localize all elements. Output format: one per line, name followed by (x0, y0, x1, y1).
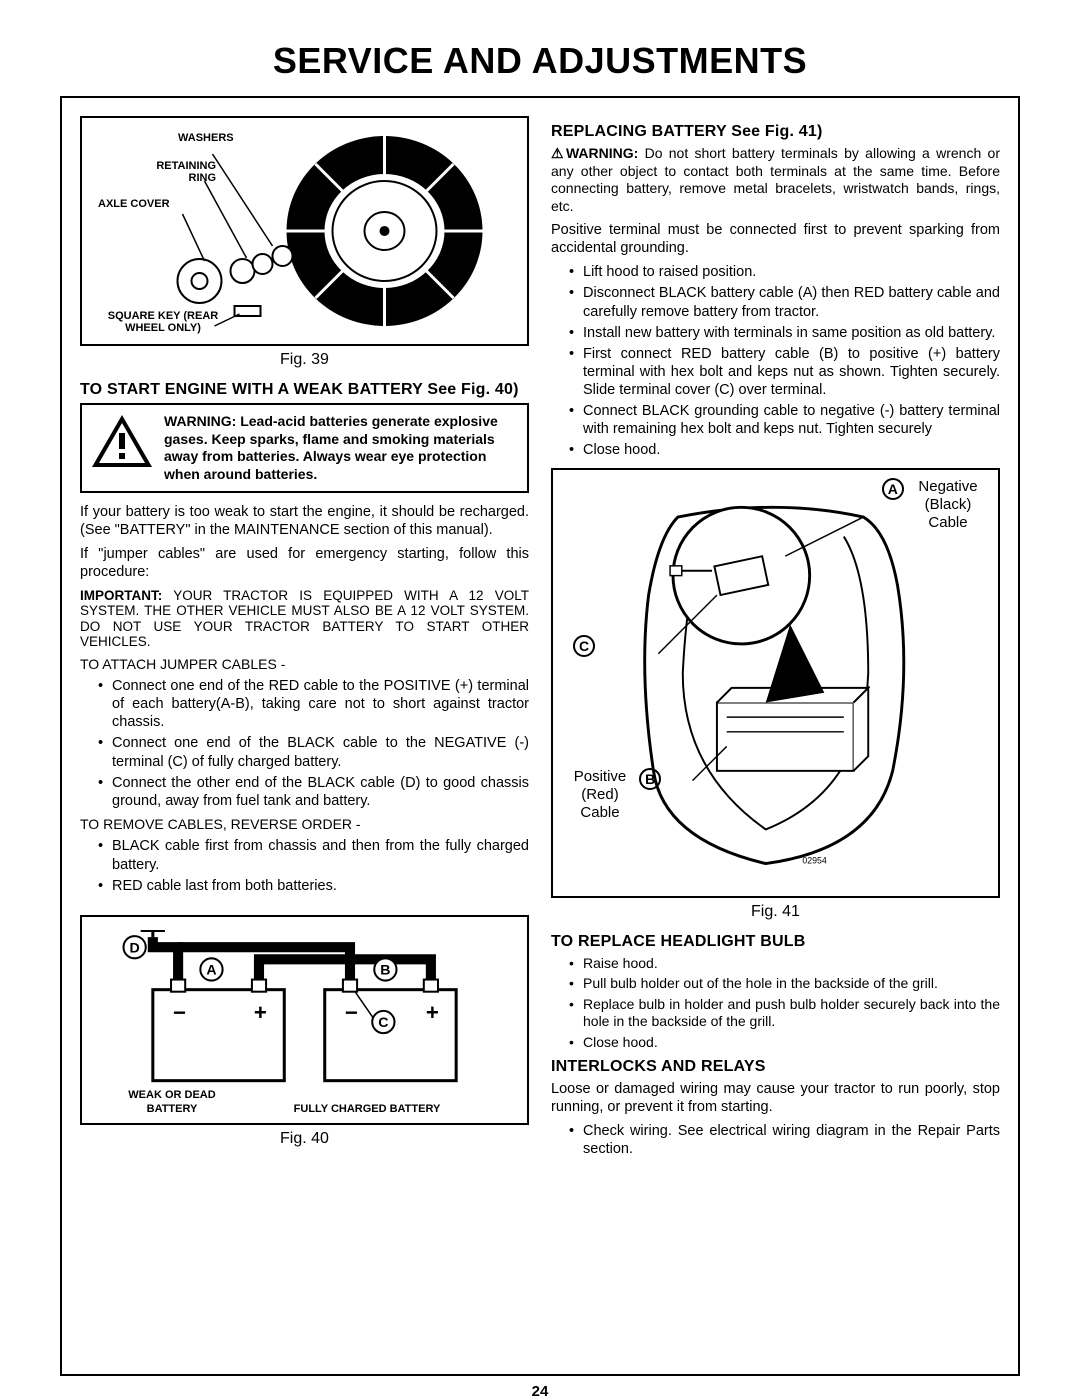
fig40-weak: WEAK OR DEAD BATTERY (102, 1089, 242, 1117)
remove-list: BLACK cable first from chassis and then … (80, 837, 529, 894)
fig39-cover: AXLE COVER (98, 198, 170, 212)
list-item: Close hood. (569, 1034, 1000, 1052)
svg-text:−: − (173, 1000, 186, 1025)
weak-battery-heading: TO START ENGINE WITH A WEAK BATTERY See … (80, 380, 529, 400)
fig39-washers: WASHERS (178, 132, 234, 146)
fig41-c-label: C (573, 635, 595, 657)
list-item: Replace bulb in holder and push bulb hol… (569, 996, 1000, 1031)
page-title: SERVICE AND ADJUSTMENTS (60, 40, 1020, 82)
list-item: Check wiring. See electrical wiring diag… (569, 1122, 1000, 1158)
svg-text:+: + (254, 1000, 267, 1025)
fig41-pos: Positive (Red) Cable B (565, 768, 661, 823)
interlocks-steps: Check wiring. See electrical wiring diag… (551, 1122, 1000, 1158)
list-item: Connect one end of the BLACK cable to th… (98, 734, 529, 770)
list-item: Connect the other end of the BLACK cable… (98, 774, 529, 810)
fig41-caption: Fig. 41 (551, 902, 1000, 922)
list-item: Install new battery with terminals in sa… (569, 324, 1000, 342)
warning-text-1: WARNING: Lead-acid batteries gen­erate e… (164, 413, 519, 483)
remove-heading: TO REMOVE CABLES, REVERSE ORDER - (80, 816, 529, 834)
list-item: RED cable last from both batteries. (98, 877, 529, 895)
attach-heading: TO ATTACH JUMPER CABLES - (80, 656, 529, 674)
list-item: Connect one end of the RED cable to the … (98, 677, 529, 731)
list-item: First connect RED battery cable (B) to p… (569, 345, 1000, 399)
fig40-caption: Fig. 40 (80, 1129, 529, 1149)
svg-text:D: D (130, 939, 140, 955)
left-column: WASHERS RETAINING RING AXLE COVER SQUARE… (80, 116, 529, 1165)
fig39-key: SQUARE KEY (REAR WHEEL ONLY) (98, 310, 228, 334)
list-item: Close hood. (569, 441, 1000, 459)
svg-text:−: − (345, 1000, 358, 1025)
fig39-caption: Fig. 39 (80, 350, 529, 370)
list-item: BLACK cable first from chassis and then … (98, 837, 529, 873)
weak-important: IMPORTANT: YOUR TRACTOR IS EQUIPPED WITH… (80, 588, 529, 650)
attach-list: Connect one end of the RED cable to the … (80, 677, 529, 810)
warning-triangle-icon (90, 413, 154, 483)
fig41-box: 02954 A Negative (Black) Cable C Positiv… (551, 468, 1000, 898)
list-item: Pull bulb holder out of the hole in the … (569, 975, 1000, 993)
weak-p1: If your battery is too weak to start the… (80, 503, 529, 539)
list-item: Disconnect BLACK battery cable (A) then … (569, 284, 1000, 320)
fig41-neg: A Negative (Black) Cable (882, 478, 988, 532)
replace-steps: Lift hood to raised position. Disconnect… (551, 263, 1000, 459)
fig40-box: − + − + D A B C WEAK OR DEAD BATTERY FUL… (80, 915, 529, 1125)
svg-text:+: + (426, 1000, 439, 1025)
page-number: 24 (62, 1383, 1018, 1400)
fig40-charged: FULLY CHARGED BATTERY (292, 1103, 442, 1117)
fig39-box: WASHERS RETAINING RING AXLE COVER SQUARE… (80, 116, 529, 346)
headlight-steps: Raise hood. Pull bulb holder out of the … (551, 955, 1000, 1052)
content-frame: WASHERS RETAINING RING AXLE COVER SQUARE… (60, 96, 1020, 1376)
svg-text:A: A (206, 961, 216, 977)
interlocks-heading: INTERLOCKS AND RELAYS (551, 1057, 1000, 1077)
interlocks-p1: Loose or damaged wiring may cause your t… (551, 1080, 1000, 1116)
list-item: Raise hood. (569, 955, 1000, 973)
list-item: Lift hood to raised position. (569, 263, 1000, 281)
replace-p1: Positive terminal must be connected firs… (551, 221, 1000, 257)
replace-warn: ⚠WARNING: Do not short battery terminals… (551, 145, 1000, 215)
list-item: Connect BLACK grounding cable to negativ… (569, 402, 1000, 438)
warning-box-1: WARNING: Lead-acid batteries gen­erate e… (80, 403, 529, 493)
replace-battery-heading: REPLACING BATTERY See Fig. 41) (551, 122, 1000, 142)
svg-text:C: C (378, 1014, 388, 1030)
fig39-ring: RETAINING RING (154, 160, 216, 184)
svg-text:B: B (380, 961, 390, 977)
right-column: REPLACING BATTERY See Fig. 41) ⚠WARNING:… (551, 116, 1000, 1165)
svg-text:02954: 02954 (802, 855, 827, 865)
weak-p2: If "jumper cables" are used for emergenc… (80, 545, 529, 581)
headlight-heading: TO REPLACE HEADLIGHT BULB (551, 932, 1000, 952)
